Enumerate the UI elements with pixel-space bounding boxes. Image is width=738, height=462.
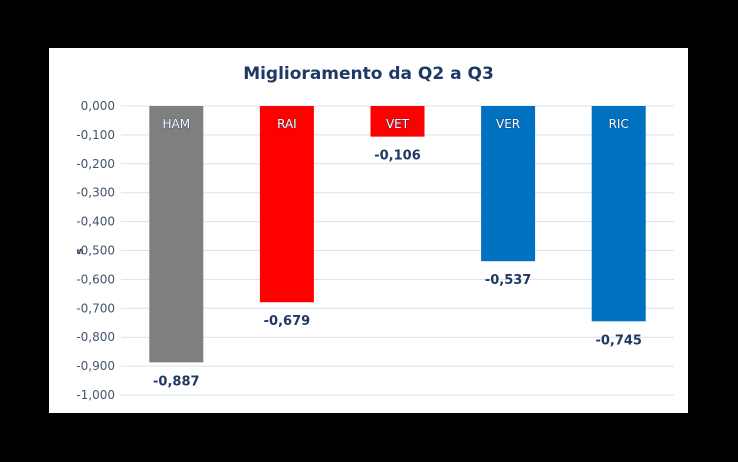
bar xyxy=(370,106,425,137)
y-tick-label: -0,500 xyxy=(76,244,115,258)
plot-area: 0,000 -0,100 -0,200 -0,300 -0,400 -0,500 -0,60… xyxy=(76,99,674,402)
value-label: -0,887 xyxy=(153,374,200,389)
value-label: -0,537 xyxy=(485,273,532,288)
bar xyxy=(481,106,536,262)
value-label: -0,679 xyxy=(264,314,311,329)
value-label: -0,745 xyxy=(595,333,642,348)
value-label: -0,106 xyxy=(374,149,421,164)
bar xyxy=(149,106,204,363)
y-tick-label: -0,100 xyxy=(76,128,115,142)
category-label: VET xyxy=(386,117,410,131)
y-tick-label: -0,900 xyxy=(76,359,115,373)
y-tick-label: 0,000 xyxy=(81,99,115,113)
category-label: HAM xyxy=(163,117,191,131)
chart-title: Miglioramento da Q2 a Q3 xyxy=(243,64,494,84)
y-tick-label: -0,600 xyxy=(76,272,115,286)
y-tick-label: -1,000 xyxy=(76,388,115,402)
y-tick-label: -0,800 xyxy=(76,330,115,344)
y-tick-label: -0,700 xyxy=(76,301,115,315)
chart-panel: Miglioramento da Q2 a Q3 s 0,000 -0,100 -0… xyxy=(49,48,688,413)
category-label: RAI xyxy=(277,117,297,131)
bar xyxy=(591,106,646,322)
category-label: RIC xyxy=(609,117,629,131)
bar xyxy=(259,106,314,303)
category-label: VER xyxy=(496,117,520,131)
y-tick-label: -0,400 xyxy=(76,215,115,229)
y-tick-label: -0,200 xyxy=(76,157,115,171)
y-tick-label: -0,300 xyxy=(76,186,115,200)
